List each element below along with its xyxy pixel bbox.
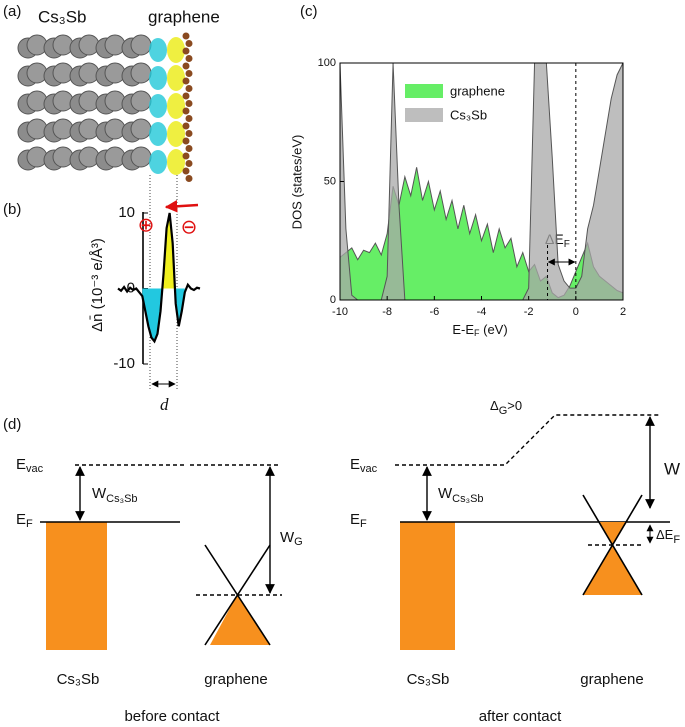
carbon-atom bbox=[185, 70, 193, 77]
charge-depletion bbox=[149, 94, 167, 118]
legend-label: graphene bbox=[450, 83, 505, 98]
cs3sb-band bbox=[400, 522, 455, 650]
line bbox=[117, 212, 201, 344]
carbon-atom bbox=[185, 160, 193, 167]
y-tick-label: 50 bbox=[324, 175, 336, 187]
panel-label: (b) bbox=[3, 201, 21, 218]
carbon-atom bbox=[182, 122, 190, 130]
carbon-atom bbox=[182, 47, 190, 55]
carbon-atom bbox=[182, 167, 190, 175]
label: Cs₃Sb bbox=[57, 671, 100, 688]
y-tick-label: 10 bbox=[118, 204, 135, 221]
dirac-cone bbox=[599, 522, 627, 545]
label: graphene bbox=[204, 671, 267, 688]
charge-accumulation bbox=[167, 121, 185, 147]
x-tick-label: -4 bbox=[477, 306, 487, 318]
y-axis-label: Δn̄ (10⁻³ e/Å³) bbox=[89, 238, 106, 332]
charge-accumulation bbox=[167, 37, 185, 63]
carbon-atom bbox=[185, 115, 193, 122]
label: Evac bbox=[350, 456, 378, 475]
cs-atom bbox=[130, 146, 152, 168]
cs-atom bbox=[130, 62, 152, 84]
charge-depletion bbox=[149, 38, 167, 62]
cone-line bbox=[204, 544, 271, 646]
negative-area bbox=[142, 288, 185, 342]
carbon-atom bbox=[185, 175, 193, 182]
charge-accumulation bbox=[167, 65, 185, 91]
y-tick-label: 100 bbox=[318, 57, 336, 69]
carbon-atom bbox=[185, 145, 193, 152]
vacuum-level bbox=[395, 414, 660, 466]
flow-arrow bbox=[164, 200, 199, 213]
carbon-atom bbox=[185, 40, 193, 47]
carbon-atom bbox=[182, 107, 190, 115]
cs-atom bbox=[130, 34, 152, 56]
dirac-cone bbox=[210, 595, 270, 645]
panel-label: (c) bbox=[300, 3, 318, 20]
panel-d: (d) Evac WCs₃Sb EF WG Cs₃Sb graphene bef… bbox=[3, 398, 680, 725]
cs-atom bbox=[130, 90, 152, 112]
label: WG bbox=[280, 529, 303, 548]
legend-label: Cs₃Sb bbox=[450, 107, 487, 122]
title: graphene bbox=[148, 7, 220, 26]
label: graphene bbox=[580, 671, 643, 688]
x-tick-label: -8 bbox=[382, 306, 392, 318]
x-tick-label: 2 bbox=[620, 306, 626, 318]
carbon-atom bbox=[182, 62, 190, 70]
charge-depletion bbox=[149, 150, 167, 174]
x-tick-label: -6 bbox=[429, 306, 439, 318]
label: Evac bbox=[16, 456, 44, 475]
label: ΔEF bbox=[656, 527, 680, 545]
panel-a: (a) Cs₃Sb graphene bbox=[3, 3, 220, 182]
x-tick-label: -2 bbox=[524, 306, 534, 318]
dirac-cone bbox=[583, 545, 642, 595]
x-axis-label: E-EF (eV) bbox=[452, 322, 507, 338]
caption: after contact bbox=[479, 708, 562, 725]
width-label: d bbox=[160, 395, 169, 414]
x-tick-label: 0 bbox=[573, 306, 579, 318]
y-tick-label: -10 bbox=[113, 355, 135, 372]
legend-swatch bbox=[405, 84, 443, 98]
charge-depletion bbox=[149, 66, 167, 90]
carbon-atom bbox=[182, 32, 190, 40]
label: ΔG>0 bbox=[490, 398, 522, 416]
x-tick-label: -10 bbox=[332, 306, 348, 318]
carbon-atom bbox=[182, 137, 190, 145]
carbon-atom bbox=[185, 100, 193, 107]
y-tick-label: 0 bbox=[330, 294, 336, 306]
label: EF bbox=[350, 511, 367, 530]
label: W bbox=[664, 459, 680, 478]
label: EF bbox=[16, 511, 33, 530]
carbon-atom bbox=[182, 92, 190, 100]
y-axis-label: DOS (states/eV) bbox=[289, 135, 304, 230]
panel-c: (c) DOS (states/eV) E-EF (eV) ΔEF graphe… bbox=[289, 3, 626, 338]
carbon-atom bbox=[185, 85, 193, 92]
label: WCs₃Sb bbox=[92, 485, 138, 505]
charge-accumulation bbox=[167, 149, 185, 175]
carbon-atom bbox=[182, 152, 190, 160]
carbon-atom bbox=[185, 55, 193, 62]
plus-sign: ⊕ bbox=[138, 214, 155, 236]
title: Cs₃Sb bbox=[38, 7, 87, 26]
carbon-atom bbox=[185, 130, 193, 137]
panel-label: (d) bbox=[3, 416, 21, 433]
charge-accumulation bbox=[167, 93, 185, 119]
caption: before contact bbox=[124, 708, 220, 725]
carbon-atom bbox=[182, 77, 190, 85]
cs3sb-band bbox=[46, 522, 107, 650]
panel-label: (a) bbox=[3, 3, 21, 20]
cs-atom bbox=[130, 118, 152, 140]
legend-swatch bbox=[405, 108, 443, 122]
label: Cs₃Sb bbox=[407, 671, 450, 688]
minus-sign: ⊖ bbox=[181, 216, 198, 238]
label: WCs₃Sb bbox=[438, 485, 484, 505]
charge-depletion bbox=[149, 122, 167, 146]
